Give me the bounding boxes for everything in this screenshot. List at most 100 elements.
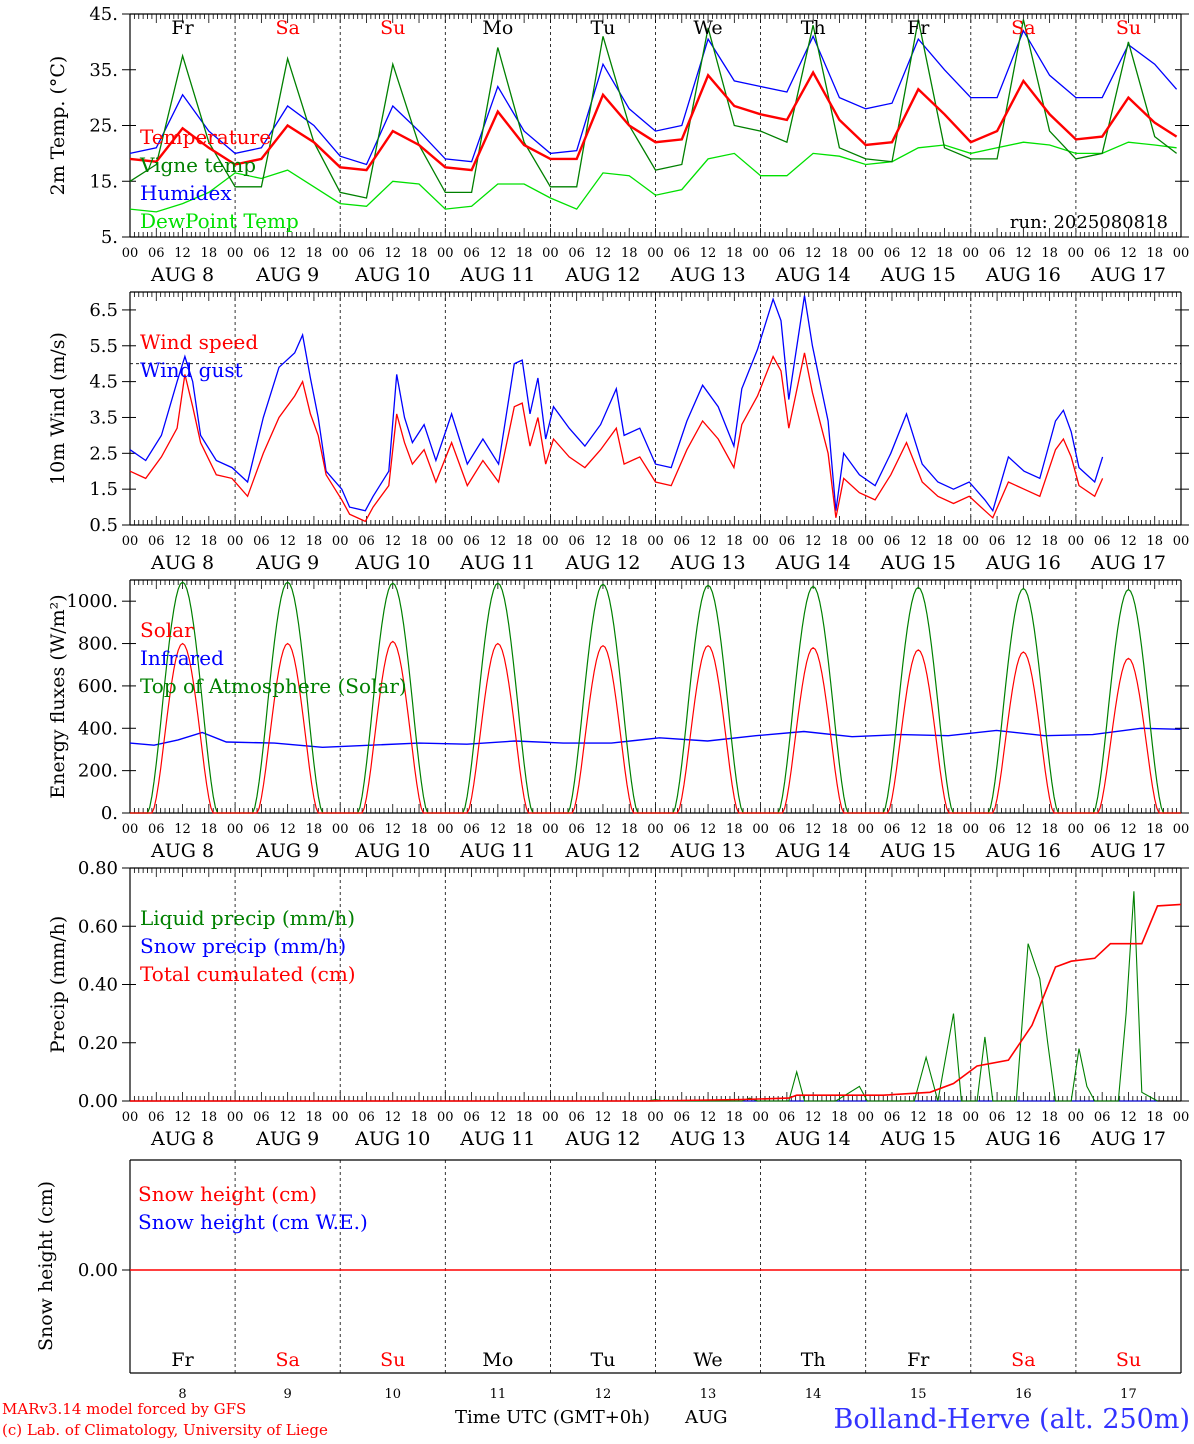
y-tick-label: 6.5 bbox=[89, 300, 118, 321]
x-hour-tick-label: 12 bbox=[279, 534, 296, 549]
y-tick-label: 5. bbox=[101, 227, 118, 248]
x-hour-tick-label: 00 bbox=[647, 246, 664, 261]
x-hour-tick-label: 12 bbox=[384, 822, 401, 837]
x-date-label: AUG 12 bbox=[564, 840, 640, 862]
x-hour-tick-label: 18 bbox=[411, 822, 428, 837]
series-line-temperature bbox=[129, 70, 1178, 172]
x-date-label: AUG 11 bbox=[459, 264, 535, 286]
x-date-label: AUG 14 bbox=[775, 840, 851, 862]
x-hour-tick-label: 06 bbox=[1094, 534, 1111, 549]
y-tick-label: 0.60 bbox=[78, 916, 118, 937]
x-hour-tick-label: 12 bbox=[1120, 246, 1137, 261]
y-tick-label: 25. bbox=[89, 116, 118, 137]
y-tick-label: 45. bbox=[89, 4, 118, 25]
day-number-label: 13 bbox=[700, 1387, 717, 1402]
x-date-label: AUG 13 bbox=[669, 1128, 745, 1150]
x-hour-tick-label: 12 bbox=[1015, 822, 1032, 837]
day-number-label: 10 bbox=[384, 1387, 401, 1402]
x-date-label: AUG 11 bbox=[459, 840, 535, 862]
legend-infrared: Infrared bbox=[140, 646, 224, 670]
x-date-label: AUG 8 bbox=[150, 840, 214, 862]
x-hour-tick-label: 12 bbox=[490, 534, 507, 549]
x-hour-tick-label: 12 bbox=[910, 534, 927, 549]
x-hour-tick-label: 00 bbox=[752, 534, 769, 549]
x-hour-tick-label: 12 bbox=[384, 246, 401, 261]
y-tick-label: 0.00 bbox=[78, 1091, 118, 1112]
x-hour-tick-label: 18 bbox=[306, 534, 323, 549]
legend-snow-height-cm-: Snow height (cm) bbox=[138, 1182, 317, 1206]
x-hour-tick-label: 18 bbox=[726, 534, 743, 549]
x-hour-tick-label: 00 bbox=[963, 1110, 980, 1125]
x-hour-tick-label: 18 bbox=[831, 534, 848, 549]
x-hour-tick-label: 00 bbox=[752, 822, 769, 837]
y-axis-label: Energy fluxes (W/m²) bbox=[47, 594, 69, 798]
x-hour-tick-label: 12 bbox=[174, 1110, 191, 1125]
y-tick-label: 200. bbox=[78, 761, 118, 782]
x-hour-tick-label: 00 bbox=[1173, 822, 1190, 837]
x-hour-tick-label: 06 bbox=[884, 822, 901, 837]
x-hour-tick-label: 00 bbox=[857, 534, 874, 549]
x-hour-tick-label: 12 bbox=[805, 246, 822, 261]
x-hour-tick-label: 00 bbox=[857, 246, 874, 261]
x-date-label: AUG 10 bbox=[354, 840, 430, 862]
x-hour-tick-label: 00 bbox=[437, 534, 454, 549]
series-line-vigne-temp bbox=[129, 19, 1177, 199]
x-date-label: AUG 16 bbox=[985, 552, 1061, 574]
x-hour-tick-label: 00 bbox=[963, 246, 980, 261]
footer-model-credit: MARv3.14 model forced by GFS bbox=[2, 1400, 246, 1418]
x-hour-tick-label: 00 bbox=[332, 1110, 349, 1125]
x-hour-tick-label: 18 bbox=[726, 822, 743, 837]
y-tick-label: 4.5 bbox=[89, 372, 118, 393]
x-hour-tick-label: 18 bbox=[411, 534, 428, 549]
x-hour-tick-label: 00 bbox=[122, 534, 139, 549]
x-hour-tick-label: 06 bbox=[674, 822, 691, 837]
x-hour-tick-label: 18 bbox=[726, 1110, 743, 1125]
x-hour-tick-label: 00 bbox=[1068, 1110, 1085, 1125]
day-name-label: Th bbox=[801, 17, 826, 39]
series-line-wind-speed bbox=[129, 352, 1104, 523]
x-hour-tick-label: 06 bbox=[568, 246, 585, 261]
x-hour-tick-label: 00 bbox=[227, 1110, 244, 1125]
y-axis-label: Snow height (cm) bbox=[35, 1181, 57, 1351]
x-hour-tick-label: 00 bbox=[227, 246, 244, 261]
x-hour-tick-label: 06 bbox=[1094, 822, 1111, 837]
series-line-dewpoint-temp bbox=[129, 141, 1177, 213]
x-hour-tick-label: 06 bbox=[779, 246, 796, 261]
x-hour-tick-label: 06 bbox=[253, 822, 270, 837]
x-hour-tick-label: 00 bbox=[122, 246, 139, 261]
day-name-label: Fr bbox=[171, 1349, 194, 1371]
x-hour-tick-label: 12 bbox=[805, 534, 822, 549]
x-hour-tick-label: 18 bbox=[1041, 246, 1058, 261]
x-hour-tick-label: 18 bbox=[201, 246, 218, 261]
y-tick-label: 0.80 bbox=[78, 858, 118, 879]
series-line-total-cumulated-cm- bbox=[130, 903, 1182, 1102]
x-hour-tick-label: 06 bbox=[463, 534, 480, 549]
x-hour-tick-label: 06 bbox=[148, 534, 165, 549]
x-hour-tick-label: 18 bbox=[621, 246, 638, 261]
y-tick-label: 1.5 bbox=[89, 479, 118, 500]
x-hour-tick-label: 06 bbox=[674, 534, 691, 549]
day-name-label: Sa bbox=[275, 1349, 299, 1371]
x-hour-tick-label: 18 bbox=[201, 1110, 218, 1125]
x-hour-tick-label: 00 bbox=[332, 534, 349, 549]
station-title: Bolland-Herve (alt. 250m) bbox=[834, 1404, 1190, 1435]
x-date-label: AUG 14 bbox=[775, 1128, 851, 1150]
x-hour-tick-label: 12 bbox=[700, 534, 717, 549]
x-hour-tick-label: 00 bbox=[647, 1110, 664, 1125]
x-hour-tick-label: 00 bbox=[227, 822, 244, 837]
day-number-label: 15 bbox=[910, 1387, 927, 1402]
y-tick-label: 5.5 bbox=[89, 336, 118, 357]
day-number-label: 11 bbox=[490, 1387, 507, 1402]
x-hour-tick-label: 06 bbox=[1094, 246, 1111, 261]
series-line-humidex bbox=[129, 29, 1178, 166]
x-hour-tick-label: 06 bbox=[358, 1110, 375, 1125]
day-name-label: Su bbox=[1116, 1349, 1141, 1371]
x-hour-tick-label: 12 bbox=[910, 246, 927, 261]
x-hour-tick-label: 18 bbox=[411, 1110, 428, 1125]
x-hour-tick-label: 18 bbox=[306, 822, 323, 837]
x-hour-tick-label: 00 bbox=[542, 822, 559, 837]
x-date-label: AUG 10 bbox=[354, 264, 430, 286]
x-hour-tick-label: 12 bbox=[595, 1110, 612, 1125]
day-number-label: 17 bbox=[1120, 1387, 1137, 1402]
